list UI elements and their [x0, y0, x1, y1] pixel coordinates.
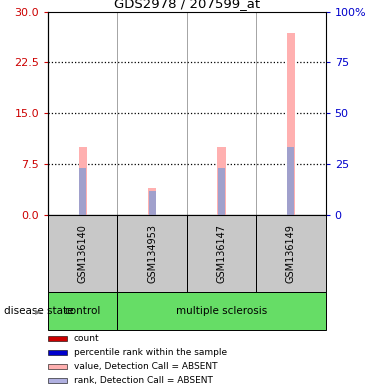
- Text: multiple sclerosis: multiple sclerosis: [176, 306, 267, 316]
- Bar: [287, 33, 295, 215]
- Bar: [218, 147, 226, 215]
- Bar: [118, 292, 326, 330]
- Bar: [148, 188, 157, 215]
- Text: control: control: [65, 306, 101, 316]
- Text: disease state: disease state: [4, 306, 73, 316]
- Text: rank, Detection Call = ABSENT: rank, Detection Call = ABSENT: [74, 376, 213, 384]
- Bar: [48, 336, 67, 341]
- Bar: [48, 377, 67, 383]
- Bar: [48, 364, 67, 369]
- Bar: [48, 349, 67, 355]
- Bar: [79, 147, 87, 215]
- Text: GSM136147: GSM136147: [216, 224, 226, 283]
- Text: GSM136140: GSM136140: [78, 224, 88, 283]
- Bar: [187, 215, 256, 292]
- Bar: [256, 215, 326, 292]
- Text: count: count: [74, 334, 100, 343]
- Bar: [79, 167, 86, 215]
- Bar: [218, 167, 225, 215]
- Text: ►: ►: [35, 306, 43, 316]
- Title: GDS2978 / 207599_at: GDS2978 / 207599_at: [114, 0, 260, 10]
- Bar: [118, 215, 187, 292]
- Text: value, Detection Call = ABSENT: value, Detection Call = ABSENT: [74, 362, 218, 371]
- Bar: [48, 215, 118, 292]
- Text: GSM136149: GSM136149: [286, 224, 296, 283]
- Text: percentile rank within the sample: percentile rank within the sample: [74, 348, 227, 357]
- Text: GSM134953: GSM134953: [147, 224, 157, 283]
- Bar: [149, 191, 156, 215]
- Bar: [48, 292, 118, 330]
- Bar: [287, 147, 295, 215]
